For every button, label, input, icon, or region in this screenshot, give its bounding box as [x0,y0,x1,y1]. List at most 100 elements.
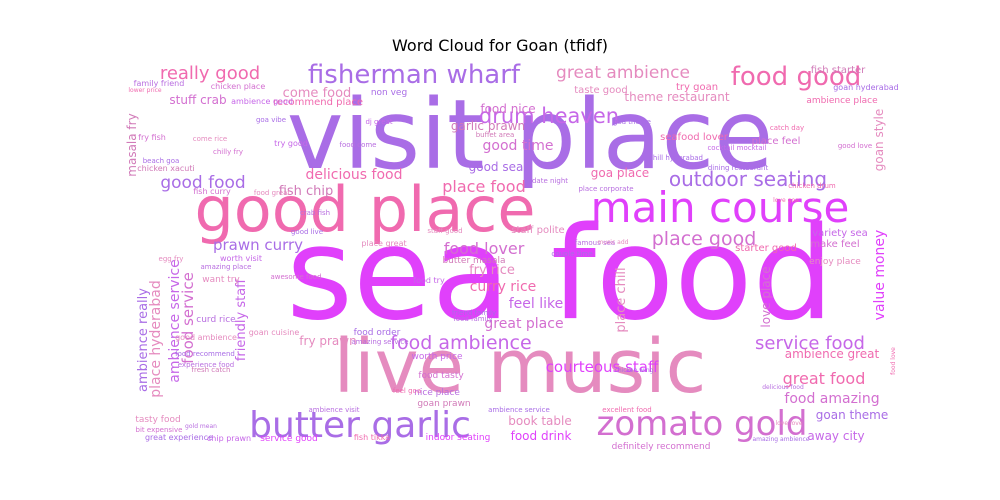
word-zomato-gold: zomato gold [597,404,808,444]
word-live-music: live music [334,324,707,410]
word-nice-place: nice place [414,388,460,398]
word-goan-prawn: goan prawn [417,399,470,409]
word-main-course: main course [591,183,850,232]
word-value-money: value money [872,230,888,321]
word-place-feel: place feel [752,136,801,147]
word-try-good: try good [274,139,308,148]
word-prawn-curry: prawn curry [213,236,303,254]
word-good-food: good food [160,173,245,193]
word-love-love: love love [775,420,802,427]
word-couple-time: couple time [551,250,592,258]
word-goa-place: goa place [591,166,649,180]
word-tasty-food: tasty food [135,415,180,425]
word-ambience-service: ambience service [488,406,550,414]
word-goan-theme: goan theme [816,408,889,422]
word-crab-fish: crab fish [300,209,330,217]
word-drum-heaven: drum heaven [479,104,619,128]
word-seafood-lover: seafood lover [660,132,729,143]
word-goa-theme: goa theme [613,118,651,126]
word-egg-fry: egg fry [159,255,184,263]
word-feel-like: feel like [509,296,564,312]
word-excellent-food: excellent food [602,406,651,414]
word-famous-sea: famous sea [575,239,615,247]
word-stuff-crab: stuff crab [169,93,226,107]
word-chilly-fry: chilly fry [213,148,243,156]
word-masala-fry: masala fry [125,113,139,176]
word-bit-expensive: bit expensive [136,426,183,434]
chart-title: Word Cloud for Goan (tfidf) [392,36,608,55]
word-great-experience: great experience [145,433,213,442]
word-good-time: good time [483,138,554,154]
word-beach-goa: beach goa [143,157,180,165]
word-great-ambience: great ambience [556,63,690,83]
word-amazing-place: amazing place [201,263,252,271]
word-try-goan: try goan [676,82,718,93]
word-good-live: good live [291,228,323,236]
word-place-food: place food [442,177,526,196]
word-chip-prawn: chip prawn [207,434,251,443]
word-fry-prawn: fry prawn [299,334,356,348]
word-amazing-ambience: amazing ambience [752,436,809,443]
word-fish-tikka: fish tikka [354,433,390,442]
word-book-table: book table [508,414,571,428]
word-courteous-staff: courteous staff [546,358,659,376]
word-fish-curry: fish curry [193,187,231,196]
word-food-love: food love [890,347,897,375]
word-experience-food: experience food [178,361,235,369]
word-great-place: great place [484,316,563,332]
word-place-great: place great [361,239,406,248]
word-come-rice: come rice [193,135,227,143]
word-place-chill: place chill [614,267,629,332]
word-date-night: date night [532,177,568,185]
word-staff-good: staff good [427,227,462,235]
word-food-recommend: food recommend [175,350,235,358]
word-food-ambience: food ambience [390,332,531,354]
word-music-add: music add [598,239,629,246]
word-good-sea: good sea [469,160,524,174]
word-garlic-prawn: garlic prawn [451,119,525,133]
word-fish-starter: fish starter [811,65,866,76]
word-food-order: food order [354,328,401,338]
word-food-try: food try [413,276,445,285]
word-enjoy-place: enjoy place [809,257,861,267]
word-place-hyderabad: place hyderabad [148,280,164,397]
word-dining-restaurant: dining restaurant [708,164,769,172]
word-food-nice: food nice [480,102,535,116]
word-ambience-great: ambience great [785,347,880,361]
word-dj-great: dj great [365,118,392,126]
word-chicken-wing: chicken wing [615,367,654,374]
word-good-love: good love [838,142,872,150]
word-curry-rice: curry rice [470,279,537,295]
word-fry-rice: fry rice [469,263,515,278]
word-ambience-visit: ambience visit [308,406,359,414]
word-theme-restaurant: theme restaurant [624,90,729,104]
word-butter-garlic: butter garlic [249,405,471,446]
word-chicken-drum: chicken drum [788,182,836,190]
word-variety-sea: variety sea [812,228,868,239]
word-love-goa: love goa [773,197,799,204]
word-definitely-recommend: definitely recommend [612,442,711,452]
word-amazing-service: amazing service [351,338,408,346]
word-food-family: food family [453,315,492,323]
word-goan-style: goan style [872,109,886,172]
word-ambience-service: ambience service [167,259,183,382]
word-gold-mean: gold mean [185,423,217,430]
word-place-corporate: place corporate [578,185,633,193]
word-starter-good: starter good [735,243,797,254]
word-service-food: service food [755,333,865,354]
word-food-drink: food drink [511,429,572,443]
word-outdoor-seating: outdoor seating [669,167,827,191]
word-chicken-place: chicken place [211,82,266,91]
word-worth-visit: worth visit [220,254,262,263]
word-make-feel: make feel [810,239,859,250]
word-feel-goa: feel goa [393,387,421,395]
word-place-good: place good [652,228,757,250]
word-non-veg: non veg [371,88,407,98]
word-food-lover: food lover [444,239,525,258]
word-delicious-food: delicious food [306,167,403,183]
word-sea-food: sea food [286,200,834,349]
word-visit-place: visit place [287,79,774,191]
word-food-amazing: food amazing [784,391,879,407]
word-food-service: food service [179,272,197,364]
